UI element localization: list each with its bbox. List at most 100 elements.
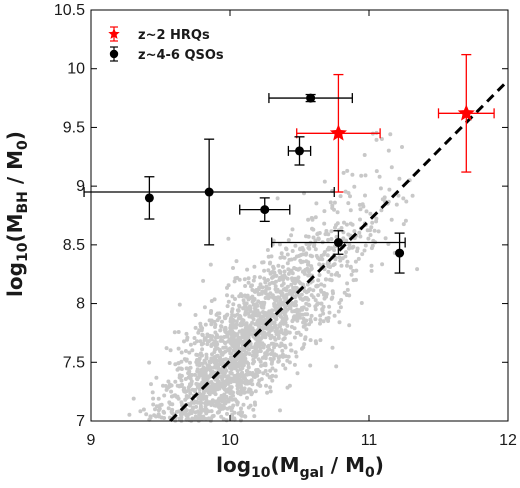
cloud-point bbox=[322, 179, 327, 184]
cloud-point bbox=[222, 314, 227, 319]
cloud-point bbox=[292, 256, 297, 261]
cloud-point bbox=[296, 275, 301, 280]
cloud-point bbox=[308, 363, 313, 368]
cloud-point bbox=[234, 343, 239, 348]
cloud-point bbox=[268, 389, 273, 394]
cloud-point bbox=[162, 410, 167, 415]
cloud-point bbox=[368, 211, 373, 216]
cloud-point bbox=[177, 302, 182, 307]
cloud-point bbox=[347, 293, 352, 298]
cloud-point bbox=[219, 335, 224, 340]
cloud-point bbox=[352, 229, 357, 234]
cloud-point bbox=[304, 234, 308, 239]
cloud-point bbox=[271, 295, 275, 300]
cloud-point bbox=[289, 282, 294, 287]
cloud-point bbox=[223, 345, 228, 350]
cloud-point bbox=[368, 233, 373, 237]
cloud-point bbox=[344, 238, 349, 243]
cloud-point bbox=[210, 414, 215, 419]
cloud-point bbox=[228, 346, 232, 351]
cloud-point bbox=[251, 407, 256, 412]
cloud-point bbox=[229, 355, 233, 360]
cloud-point bbox=[228, 323, 233, 328]
cloud-point bbox=[326, 319, 331, 323]
cloud-point bbox=[272, 303, 277, 308]
cloud-point bbox=[297, 312, 302, 317]
cloud-point bbox=[345, 287, 350, 292]
cloud-point bbox=[280, 310, 285, 315]
cloud-point bbox=[337, 255, 342, 260]
cloud-point bbox=[308, 317, 313, 322]
cloud-point bbox=[247, 352, 252, 356]
cloud-point bbox=[272, 345, 276, 350]
cloud-point bbox=[243, 312, 248, 317]
cloud-point bbox=[314, 201, 319, 206]
cloud-point bbox=[199, 368, 204, 373]
cloud-point bbox=[179, 350, 184, 355]
cloud-point bbox=[327, 310, 332, 315]
cloud-point bbox=[294, 286, 299, 290]
cloud-point bbox=[198, 321, 203, 326]
cloud-point bbox=[235, 372, 240, 377]
data-point-star bbox=[329, 124, 347, 141]
cloud-point bbox=[298, 246, 303, 251]
cloud-point bbox=[290, 249, 295, 253]
cloud-point bbox=[224, 368, 229, 373]
cloud-point bbox=[285, 252, 290, 257]
cloud-point bbox=[329, 229, 334, 234]
cloud-point bbox=[192, 341, 197, 346]
cloud-point bbox=[313, 238, 318, 243]
cloud-point bbox=[190, 373, 194, 377]
cloud-point bbox=[166, 406, 171, 411]
cloud-point bbox=[215, 410, 220, 415]
cloud-point bbox=[374, 137, 379, 142]
cloud-point bbox=[203, 404, 208, 409]
cloud-point bbox=[263, 335, 268, 340]
cloud-point bbox=[288, 268, 293, 273]
cloud-point bbox=[229, 315, 234, 320]
cloud-point bbox=[193, 410, 198, 415]
cloud-point bbox=[379, 208, 384, 213]
cloud-point bbox=[279, 251, 284, 256]
cloud-point bbox=[253, 402, 258, 407]
cloud-point bbox=[241, 352, 245, 357]
cloud-point bbox=[264, 285, 269, 290]
cloud-point bbox=[307, 322, 312, 327]
reference-dashed-line bbox=[169, 79, 510, 423]
cloud-point bbox=[219, 351, 224, 356]
cloud-point bbox=[306, 297, 311, 302]
cloud-point bbox=[183, 397, 188, 402]
cloud-point bbox=[217, 362, 222, 367]
cloud-point bbox=[131, 396, 136, 401]
cloud-point bbox=[249, 392, 254, 397]
cloud-point bbox=[267, 261, 272, 266]
y-tick-label: 9 bbox=[76, 178, 85, 195]
cloud-point bbox=[329, 296, 334, 301]
cloud-point bbox=[252, 414, 257, 419]
cloud-point bbox=[294, 354, 299, 359]
cloud-point bbox=[287, 291, 292, 296]
cloud-point bbox=[226, 374, 231, 379]
cloud-point bbox=[280, 291, 285, 296]
cloud-point bbox=[240, 329, 244, 334]
cloud-point bbox=[156, 396, 161, 401]
cloud-point bbox=[252, 275, 257, 279]
cloud-point bbox=[285, 307, 290, 312]
cloud-point bbox=[225, 304, 230, 309]
cloud-point bbox=[311, 295, 316, 300]
cloud-point bbox=[202, 408, 207, 412]
cloud-point bbox=[233, 297, 237, 301]
cloud-point bbox=[246, 405, 251, 410]
legend-label: z~4-6 QSOs bbox=[138, 48, 224, 63]
cloud-point bbox=[258, 383, 262, 388]
cloud-point bbox=[251, 278, 256, 283]
cloud-point bbox=[253, 354, 258, 359]
cloud-point bbox=[235, 386, 240, 391]
cloud-point bbox=[201, 278, 206, 283]
cloud-point bbox=[293, 350, 298, 355]
cloud-point bbox=[283, 345, 288, 350]
y-tick-label: 8.5 bbox=[63, 237, 85, 254]
cloud-point bbox=[313, 339, 318, 344]
cloud-point bbox=[229, 385, 234, 390]
cloud-point bbox=[256, 292, 261, 297]
